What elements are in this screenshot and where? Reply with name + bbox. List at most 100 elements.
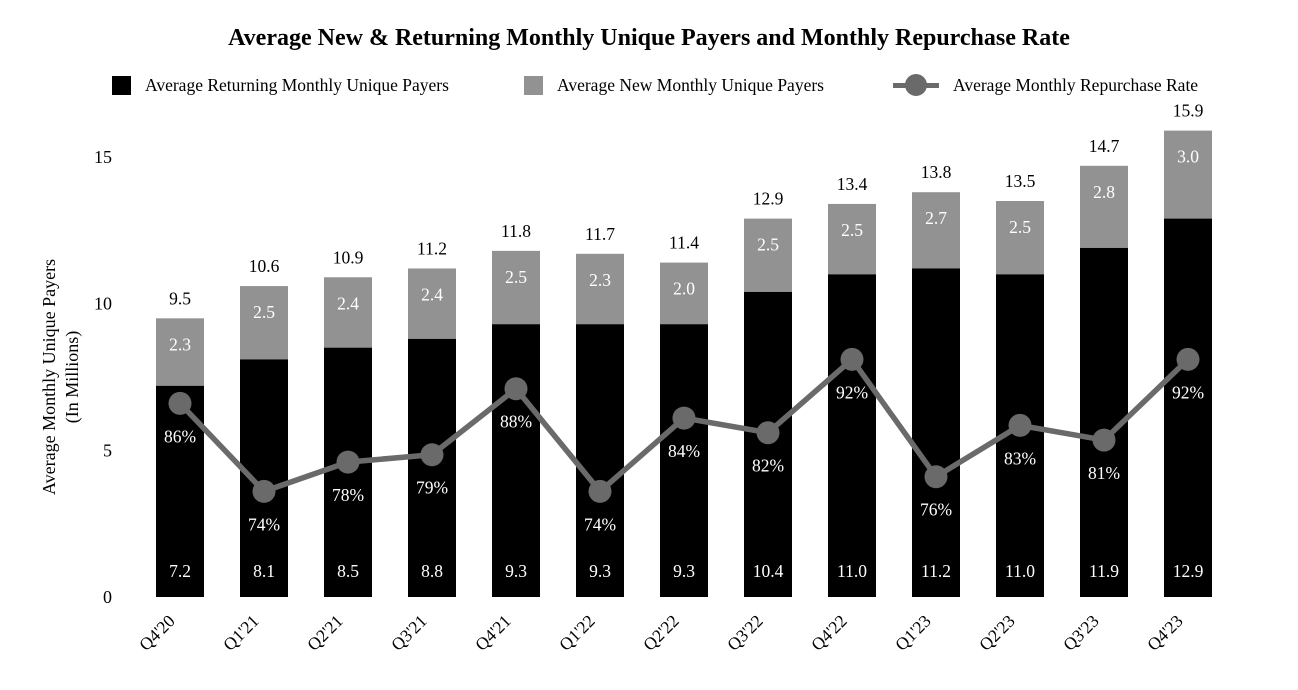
x-axis-tick-label: Q2'22 <box>639 611 683 655</box>
x-axis-tick-label: Q2'21 <box>303 611 347 655</box>
y-axis-title-line2: (In Millions) <box>62 331 83 424</box>
new-segment-label: 2.4 <box>337 293 359 313</box>
returning-bar-segment <box>408 338 456 597</box>
rate-label: 92% <box>836 382 868 402</box>
rate-marker <box>924 465 948 489</box>
new-bar-segment <box>1164 130 1212 219</box>
returning-bar-segment <box>492 324 540 597</box>
x-axis-tick-label: Q4'23 <box>1143 611 1187 655</box>
returning-segment-label: 8.5 <box>337 561 359 581</box>
new-segment-label: 2.8 <box>1093 182 1115 202</box>
new-bar-segment <box>744 218 792 292</box>
y-axis-tick-label: 0 <box>103 587 112 607</box>
returning-bar-segment <box>828 274 876 597</box>
returning-bar-segment <box>912 268 960 597</box>
bar-total-label: 11.7 <box>585 224 615 244</box>
new-segment-label: 2.4 <box>421 284 443 304</box>
x-axis-tick-label: Q3'22 <box>723 611 767 655</box>
rate-label: 74% <box>584 514 616 534</box>
returning-segment-label: 9.3 <box>589 561 611 581</box>
y-axis-tick-label: 5 <box>103 440 112 460</box>
new-segment-label: 2.5 <box>1009 217 1031 237</box>
rate-label: 74% <box>248 514 280 534</box>
x-axis-tick-label: Q4'21 <box>471 611 515 655</box>
returning-segment-label: 9.3 <box>505 561 527 581</box>
rate-marker <box>504 377 528 401</box>
rate-marker <box>756 421 780 445</box>
bar-total-label: 9.5 <box>169 288 191 308</box>
rate-marker <box>840 347 864 371</box>
new-bar-segment <box>576 253 624 325</box>
legend-label-new: Average New Monthly Unique Payers <box>557 74 824 95</box>
rate-marker <box>1176 347 1200 371</box>
x-axis-tick-label: Q3'21 <box>387 611 431 655</box>
new-segment-label: 2.7 <box>925 208 947 228</box>
rate-label: 76% <box>920 500 952 520</box>
returning-segment-label: 12.9 <box>1173 561 1204 581</box>
bar-total-label: 10.9 <box>333 247 364 267</box>
returning-bar-segment <box>744 291 792 597</box>
rate-marker <box>168 391 192 415</box>
rate-label: 79% <box>416 478 448 498</box>
new-bar-segment <box>492 250 540 325</box>
new-bar-segment <box>912 192 960 269</box>
bar-total-label: 15.9 <box>1173 101 1204 121</box>
returning-swatch-icon <box>112 75 131 95</box>
y-axis-tick-label: 10 <box>94 294 112 314</box>
rate-marker <box>336 450 360 474</box>
new-bar-segment <box>324 277 372 348</box>
bar-total-label: 13.4 <box>837 174 868 194</box>
x-axis-tick-label: Q1'21 <box>219 611 263 655</box>
bar-total-label: 14.7 <box>1089 136 1120 156</box>
rate-label: 92% <box>1172 382 1204 402</box>
returning-segment-label: 10.4 <box>753 561 784 581</box>
rate-marker <box>1008 413 1032 437</box>
rate-marker <box>1092 428 1116 452</box>
bar-total-label: 12.9 <box>753 189 784 209</box>
returning-segment-label: 11.0 <box>1005 561 1035 581</box>
returning-segment-label: 11.0 <box>837 561 867 581</box>
returning-segment-label: 8.8 <box>421 561 443 581</box>
returning-segment-label: 7.2 <box>169 561 191 581</box>
rate-marker <box>252 479 276 503</box>
legend-item-rate: Average Monthly Repurchase Rate <box>893 73 1198 97</box>
new-segment-label: 2.5 <box>841 220 863 240</box>
rate-marker <box>672 406 696 430</box>
rate-label: 86% <box>164 426 196 446</box>
new-segment-label: 3.0 <box>1177 147 1199 167</box>
legend-label-returning: Average Returning Monthly Unique Payers <box>145 74 449 95</box>
rate-line-swatch-icon <box>893 74 939 96</box>
bar-total-label: 11.8 <box>501 221 531 241</box>
new-bar-segment <box>828 203 876 275</box>
bar-total-label: 11.4 <box>669 233 699 253</box>
returning-segment-label: 9.3 <box>673 561 695 581</box>
y-axis-title-line1: Average Monthly Unique Payers <box>39 259 59 495</box>
returning-segment-label: 8.1 <box>253 561 275 581</box>
returning-bar-segment <box>1164 218 1212 597</box>
x-axis-tick-label: Q2'23 <box>975 611 1019 655</box>
new-bar-segment <box>156 318 204 386</box>
returning-segment-label: 11.9 <box>1089 561 1119 581</box>
new-segment-label: 2.5 <box>505 267 527 287</box>
x-axis-tick-label: Q3'23 <box>1059 611 1103 655</box>
returning-bar-segment <box>660 324 708 597</box>
legend-item-new: Average New Monthly Unique Payers <box>524 73 824 97</box>
bar-total-label: 10.6 <box>249 256 280 276</box>
new-bar-segment <box>240 286 288 360</box>
bar-total-label: 11.2 <box>417 238 447 258</box>
new-swatch-icon <box>524 75 543 95</box>
rate-marker <box>588 479 612 503</box>
bar-total-label: 13.8 <box>921 162 952 182</box>
legend-item-returning: Average Returning Monthly Unique Payers <box>112 73 449 97</box>
legend-label-rate: Average Monthly Repurchase Rate <box>953 74 1199 95</box>
x-axis-tick-label: Q4'20 <box>135 611 179 655</box>
returning-segment-label: 11.2 <box>921 561 951 581</box>
new-bar-segment <box>660 262 708 325</box>
x-axis-tick-label: Q1'23 <box>891 611 935 655</box>
new-bar-segment <box>408 268 456 339</box>
rate-label: 88% <box>500 412 532 432</box>
rate-label: 84% <box>668 441 700 461</box>
rate-label: 81% <box>1088 463 1120 483</box>
